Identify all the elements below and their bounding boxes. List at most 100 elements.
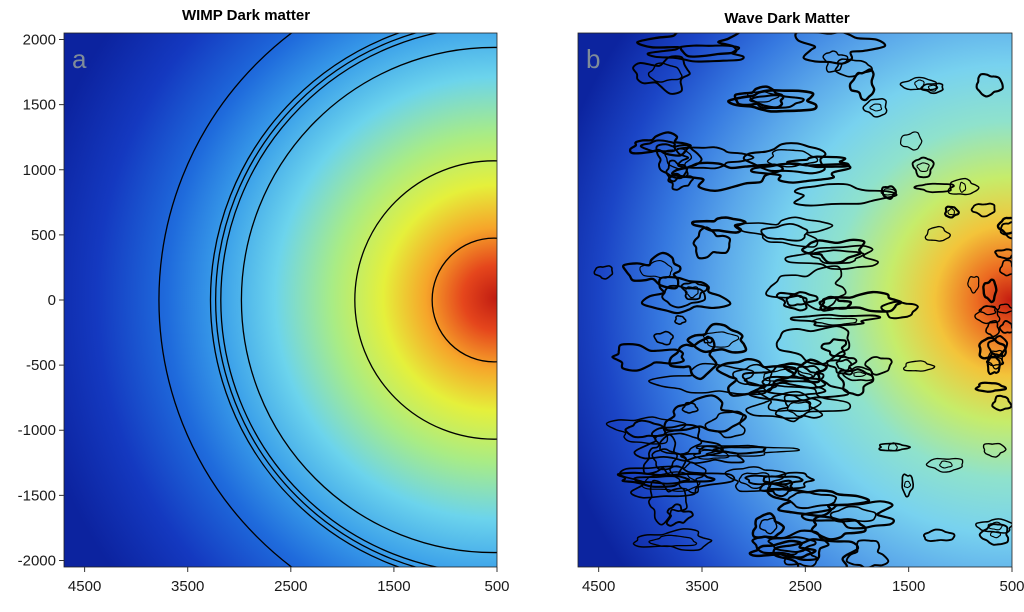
x-tick-label: 500 (999, 578, 1024, 595)
contour-line (684, 286, 699, 299)
contour-line (738, 472, 771, 489)
contour-line (692, 226, 732, 260)
contour-line (864, 356, 893, 376)
contour-line (848, 68, 876, 102)
contour-line (902, 360, 936, 372)
contour-line (974, 305, 1001, 325)
contour-line (793, 183, 898, 207)
contour-line (648, 362, 767, 395)
contour-line (704, 410, 746, 439)
contour-line (922, 528, 956, 542)
contour-line (800, 500, 895, 530)
contour-line (669, 461, 707, 494)
contour-line (829, 505, 877, 523)
y-tick-label: -1500 (18, 487, 56, 504)
contour-line (947, 208, 955, 216)
contour-line (727, 89, 818, 113)
contour-line (747, 375, 850, 403)
contour-line (633, 423, 724, 462)
contour-line (987, 521, 1003, 531)
contour-line (654, 432, 703, 455)
contour-line (880, 185, 897, 200)
contour-line (927, 84, 939, 92)
contour-line (796, 365, 821, 380)
contour-line (759, 479, 794, 498)
contour-line (887, 442, 898, 452)
contour-line (680, 281, 708, 301)
contour-line (611, 343, 685, 372)
y-tick-label: -500 (26, 357, 56, 374)
contour-line (209, 33, 401, 567)
contour-line (925, 457, 964, 473)
contour-line (880, 300, 919, 320)
contour-line (982, 442, 1007, 458)
contour-line (671, 161, 784, 192)
contour-line (639, 139, 677, 153)
contour-line (809, 249, 865, 265)
contour-line (787, 491, 838, 510)
contour-line (978, 523, 1010, 546)
y-tick-label: -1000 (18, 422, 56, 439)
x-tick-label: 4500 (68, 578, 101, 595)
contour-line (903, 480, 912, 489)
contour-line (991, 394, 1012, 412)
contour-line (354, 160, 497, 440)
contour-line (724, 466, 787, 493)
contour-line (826, 355, 858, 376)
contour-line (939, 460, 953, 469)
contour-line (760, 222, 809, 242)
contour-line (784, 244, 879, 270)
contour-line (989, 531, 1002, 539)
contour-line (837, 368, 875, 397)
x-tick-label: 2500 (274, 578, 307, 595)
contour-line (999, 259, 1012, 277)
contour-line (646, 44, 745, 63)
contour-line (622, 251, 682, 290)
x-tick-label: 500 (484, 578, 509, 595)
panel-a-x-ticks: 4500 3500 2500 1500 500 (68, 567, 510, 595)
contour-line (985, 355, 1005, 367)
contour-line (636, 33, 741, 58)
y-tick-label: 1000 (23, 162, 56, 179)
contour-line (944, 205, 960, 219)
panel-a-contours (158, 33, 497, 567)
contour-line (811, 317, 858, 326)
panel-a-letter: a (72, 44, 87, 74)
contour-line (690, 216, 747, 234)
contour-line (880, 188, 897, 196)
contour-line (744, 471, 815, 490)
y-tick-label: 0 (48, 292, 56, 309)
contour-line (996, 303, 1012, 314)
contour-line (842, 366, 874, 382)
contour-line (794, 33, 887, 65)
contour-line (766, 148, 819, 168)
y-tick-label: 2000 (23, 32, 56, 49)
contour-line (975, 72, 1004, 98)
contour-line (745, 383, 852, 420)
x-tick-label: 1500 (892, 578, 925, 595)
contour-line (712, 445, 767, 455)
contour-line (653, 330, 674, 346)
x-tick-label: 2500 (789, 578, 822, 595)
contour-line (431, 237, 497, 363)
x-tick-label: 4500 (582, 578, 615, 595)
contour-line (639, 260, 673, 279)
panel-b-contours (593, 33, 1012, 567)
panel-a-y-ticks: 2000 1500 1000 500 0 -500 -1000 -1500 -2000 (18, 32, 64, 569)
contour-line (845, 539, 890, 567)
contour-line (901, 473, 915, 498)
contour-line (967, 275, 980, 294)
contour-line (628, 131, 692, 157)
contour-line (985, 320, 1001, 338)
contour-line (593, 265, 614, 280)
contour-line (640, 276, 732, 315)
contour-line (862, 98, 888, 118)
panel-b: Wave Dark Matter b 4500 3500 2500 1500 500 (577, 10, 1024, 595)
y-tick-label: -2000 (18, 552, 56, 569)
contour-line (913, 182, 955, 194)
contour-line (665, 503, 694, 527)
contour-line (742, 142, 827, 175)
contour-line (703, 335, 713, 344)
contour-line (663, 394, 747, 433)
